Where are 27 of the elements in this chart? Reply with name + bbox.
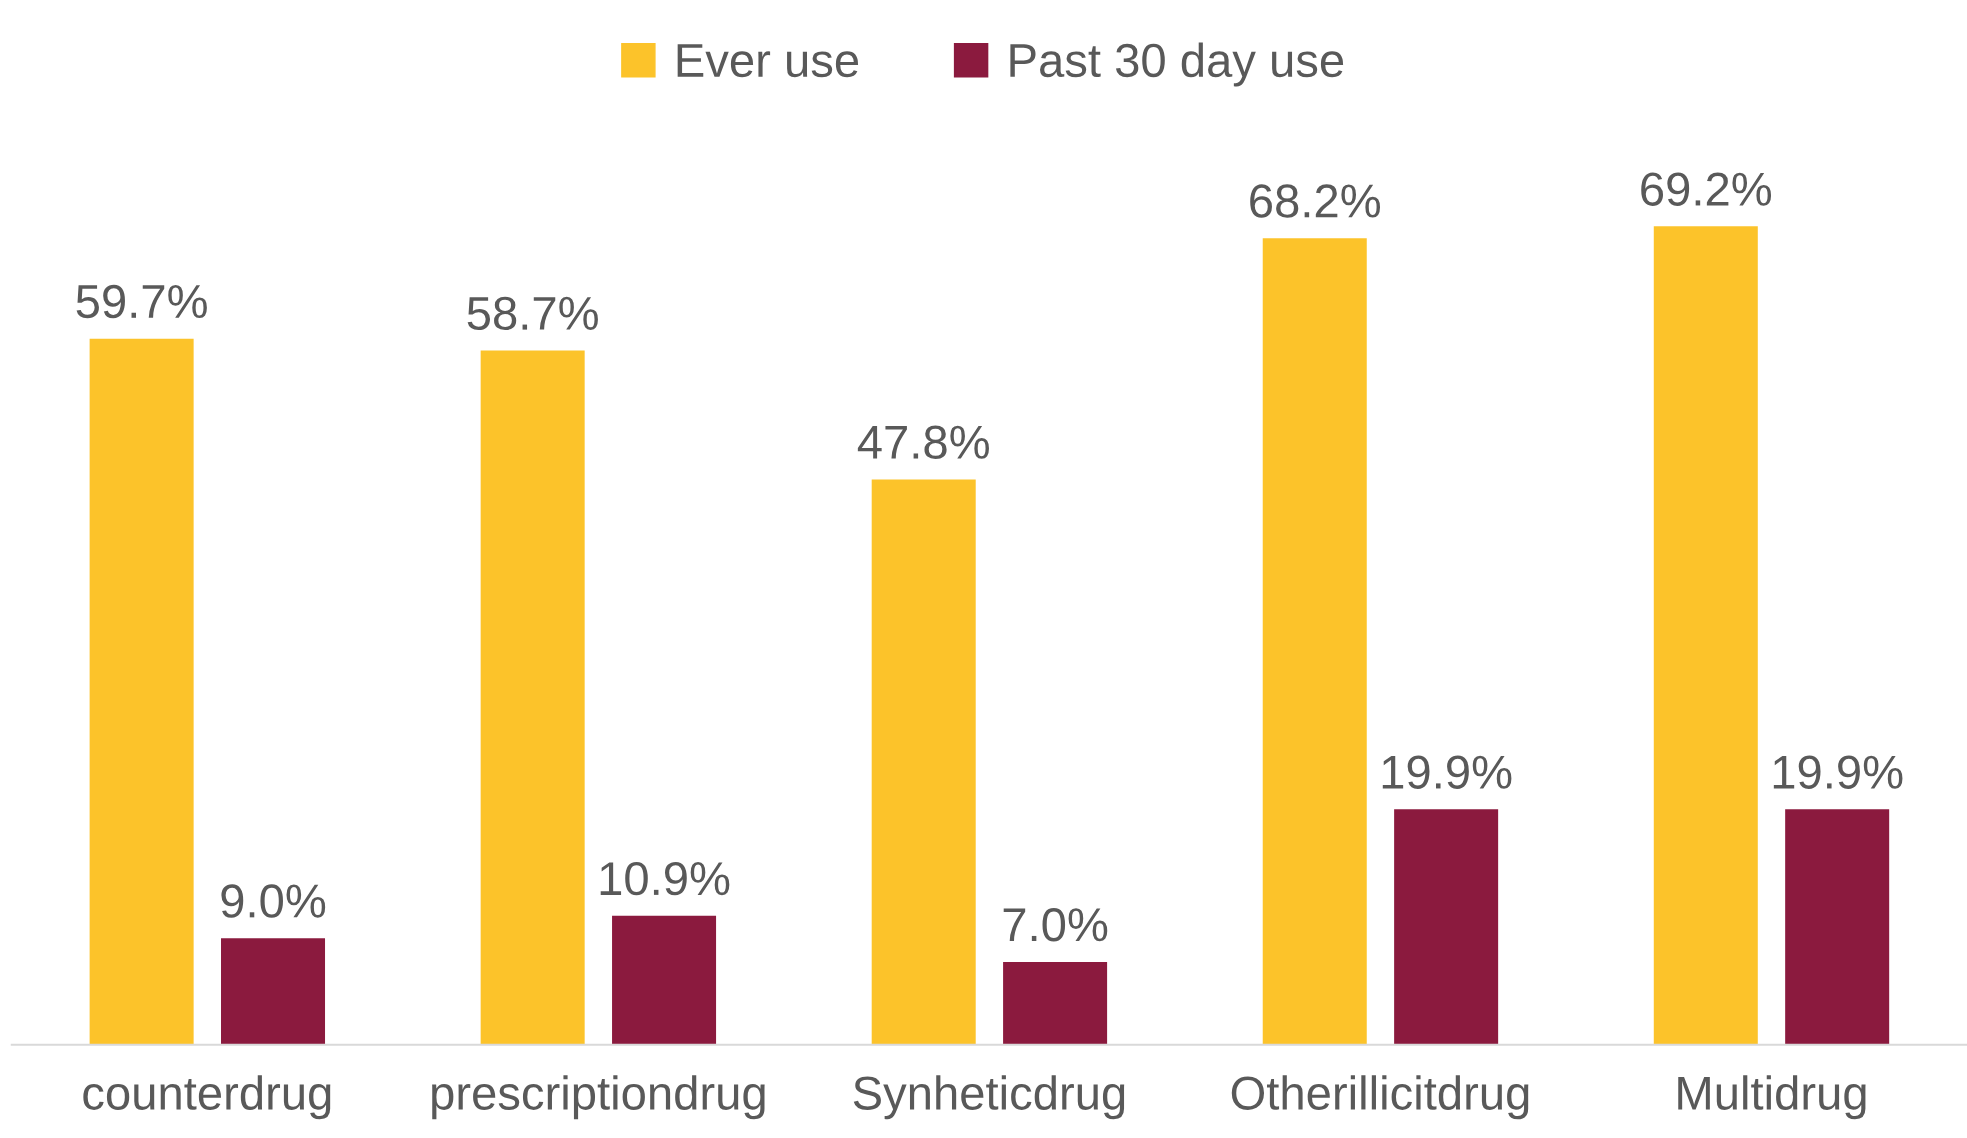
bar <box>1262 238 1367 1045</box>
data-label: 47.8% <box>857 425 989 459</box>
bar <box>612 915 717 1045</box>
data-label: 59.7% <box>76 284 207 319</box>
bar <box>871 479 976 1045</box>
bar <box>1653 226 1758 1045</box>
x-tick-label: Synheticdrug <box>853 1075 1125 1120</box>
bar <box>1785 809 1890 1045</box>
x-tick-label: Otherillicitdrug <box>1231 1075 1529 1120</box>
data-label: 58.7% <box>467 296 598 331</box>
data-label: 7.0% <box>1003 908 1108 942</box>
data-label: 10.9% <box>600 861 730 896</box>
bar <box>1394 809 1499 1045</box>
data-label: 69.2% <box>1641 172 1772 206</box>
bar <box>221 938 326 1045</box>
data-label: 68.2% <box>1250 184 1381 218</box>
bar <box>480 350 585 1045</box>
data-label: 9.0% <box>221 884 326 918</box>
bar <box>89 338 194 1045</box>
x-tick-label: prescriptiondrug <box>432 1075 765 1120</box>
bar <box>1003 961 1108 1045</box>
legend-label: Ever use <box>677 44 859 78</box>
x-tick-label: Multidrug <box>1678 1075 1866 1120</box>
x-tick-label: counterdrug <box>83 1075 331 1120</box>
data-label: 19.9% <box>1773 755 1903 789</box>
legend-label: Past 30 day use <box>1010 42 1344 87</box>
data-label: 19.9% <box>1382 755 1512 789</box>
